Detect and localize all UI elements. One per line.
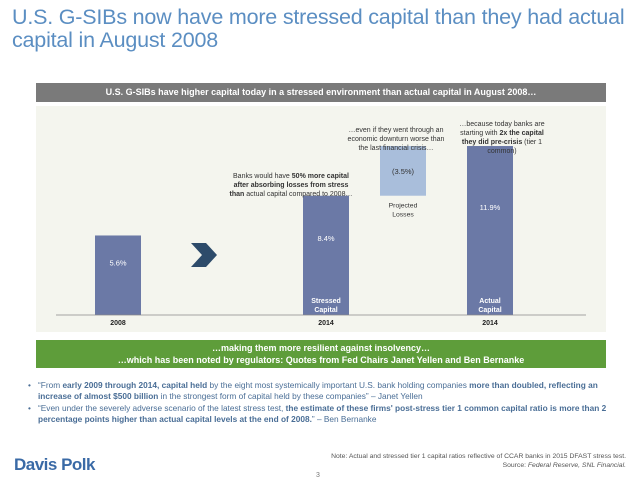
green-banner-line2: …which has been noted by regulators: Quo… (117, 355, 525, 365)
annotation-stressed: Banks would have 50% more capital after … (229, 173, 353, 198)
quote-yellen: “From early 2009 through 2014, capital h… (28, 380, 618, 402)
bar-actual (467, 146, 513, 315)
top-banner: U.S. G-SIBs have higher capital today in… (36, 83, 606, 102)
category-label-2008: 2008 (110, 320, 126, 327)
annotation-losses: …even if they went through an economic d… (347, 127, 445, 152)
green-banner: …making them more resilient against inso… (36, 340, 606, 368)
bar-name-projected-1: Projected (389, 203, 418, 210)
bar-name-stressed-1: Stressed (311, 298, 341, 305)
data-label-actual: 11.9% (480, 203, 501, 212)
bar-name-stressed-2: Capital (314, 307, 337, 314)
annotation-actual: …because today banks are starting with 2… (459, 121, 545, 155)
green-banner-line1: …making them more resilient against inso… (211, 343, 431, 353)
category-label-actual: 2014 (482, 320, 498, 327)
quote-list: “From early 2009 through 2014, capital h… (28, 380, 618, 426)
bar-name-actual-2: Capital (478, 307, 501, 314)
chart-panel: 5.6% 2008 8.4% Stressed Capital 2014 (3.5%) Pro… (36, 106, 606, 332)
bar-name-actual-1: Actual (479, 298, 500, 305)
bar-name-projected-2: Losses (392, 212, 414, 219)
bar-chart: 5.6% 2008 8.4% Stressed Capital 2014 (3.5%) Pro… (56, 146, 586, 327)
davis-polk-logo: Davis Polk (14, 455, 96, 474)
data-label-2008: 5.6% (109, 259, 126, 268)
page-number: 3 (316, 472, 320, 479)
bar-projected (380, 146, 426, 196)
data-label-stressed: 8.4% (317, 234, 334, 243)
chevron-arrow-icon (191, 243, 217, 267)
quote-bernanke: “Even under the severely adverse scenari… (28, 403, 618, 425)
category-label-stressed: 2014 (318, 320, 334, 327)
bar-stressed (303, 195, 349, 315)
bar-2008 (95, 235, 141, 315)
footnote: Note: Actual and stressed tier 1 capital… (331, 453, 626, 469)
data-label-projected: (3.5%) (392, 167, 415, 176)
page-title: U.S. G-SIBs now have more stressed capit… (12, 5, 625, 52)
